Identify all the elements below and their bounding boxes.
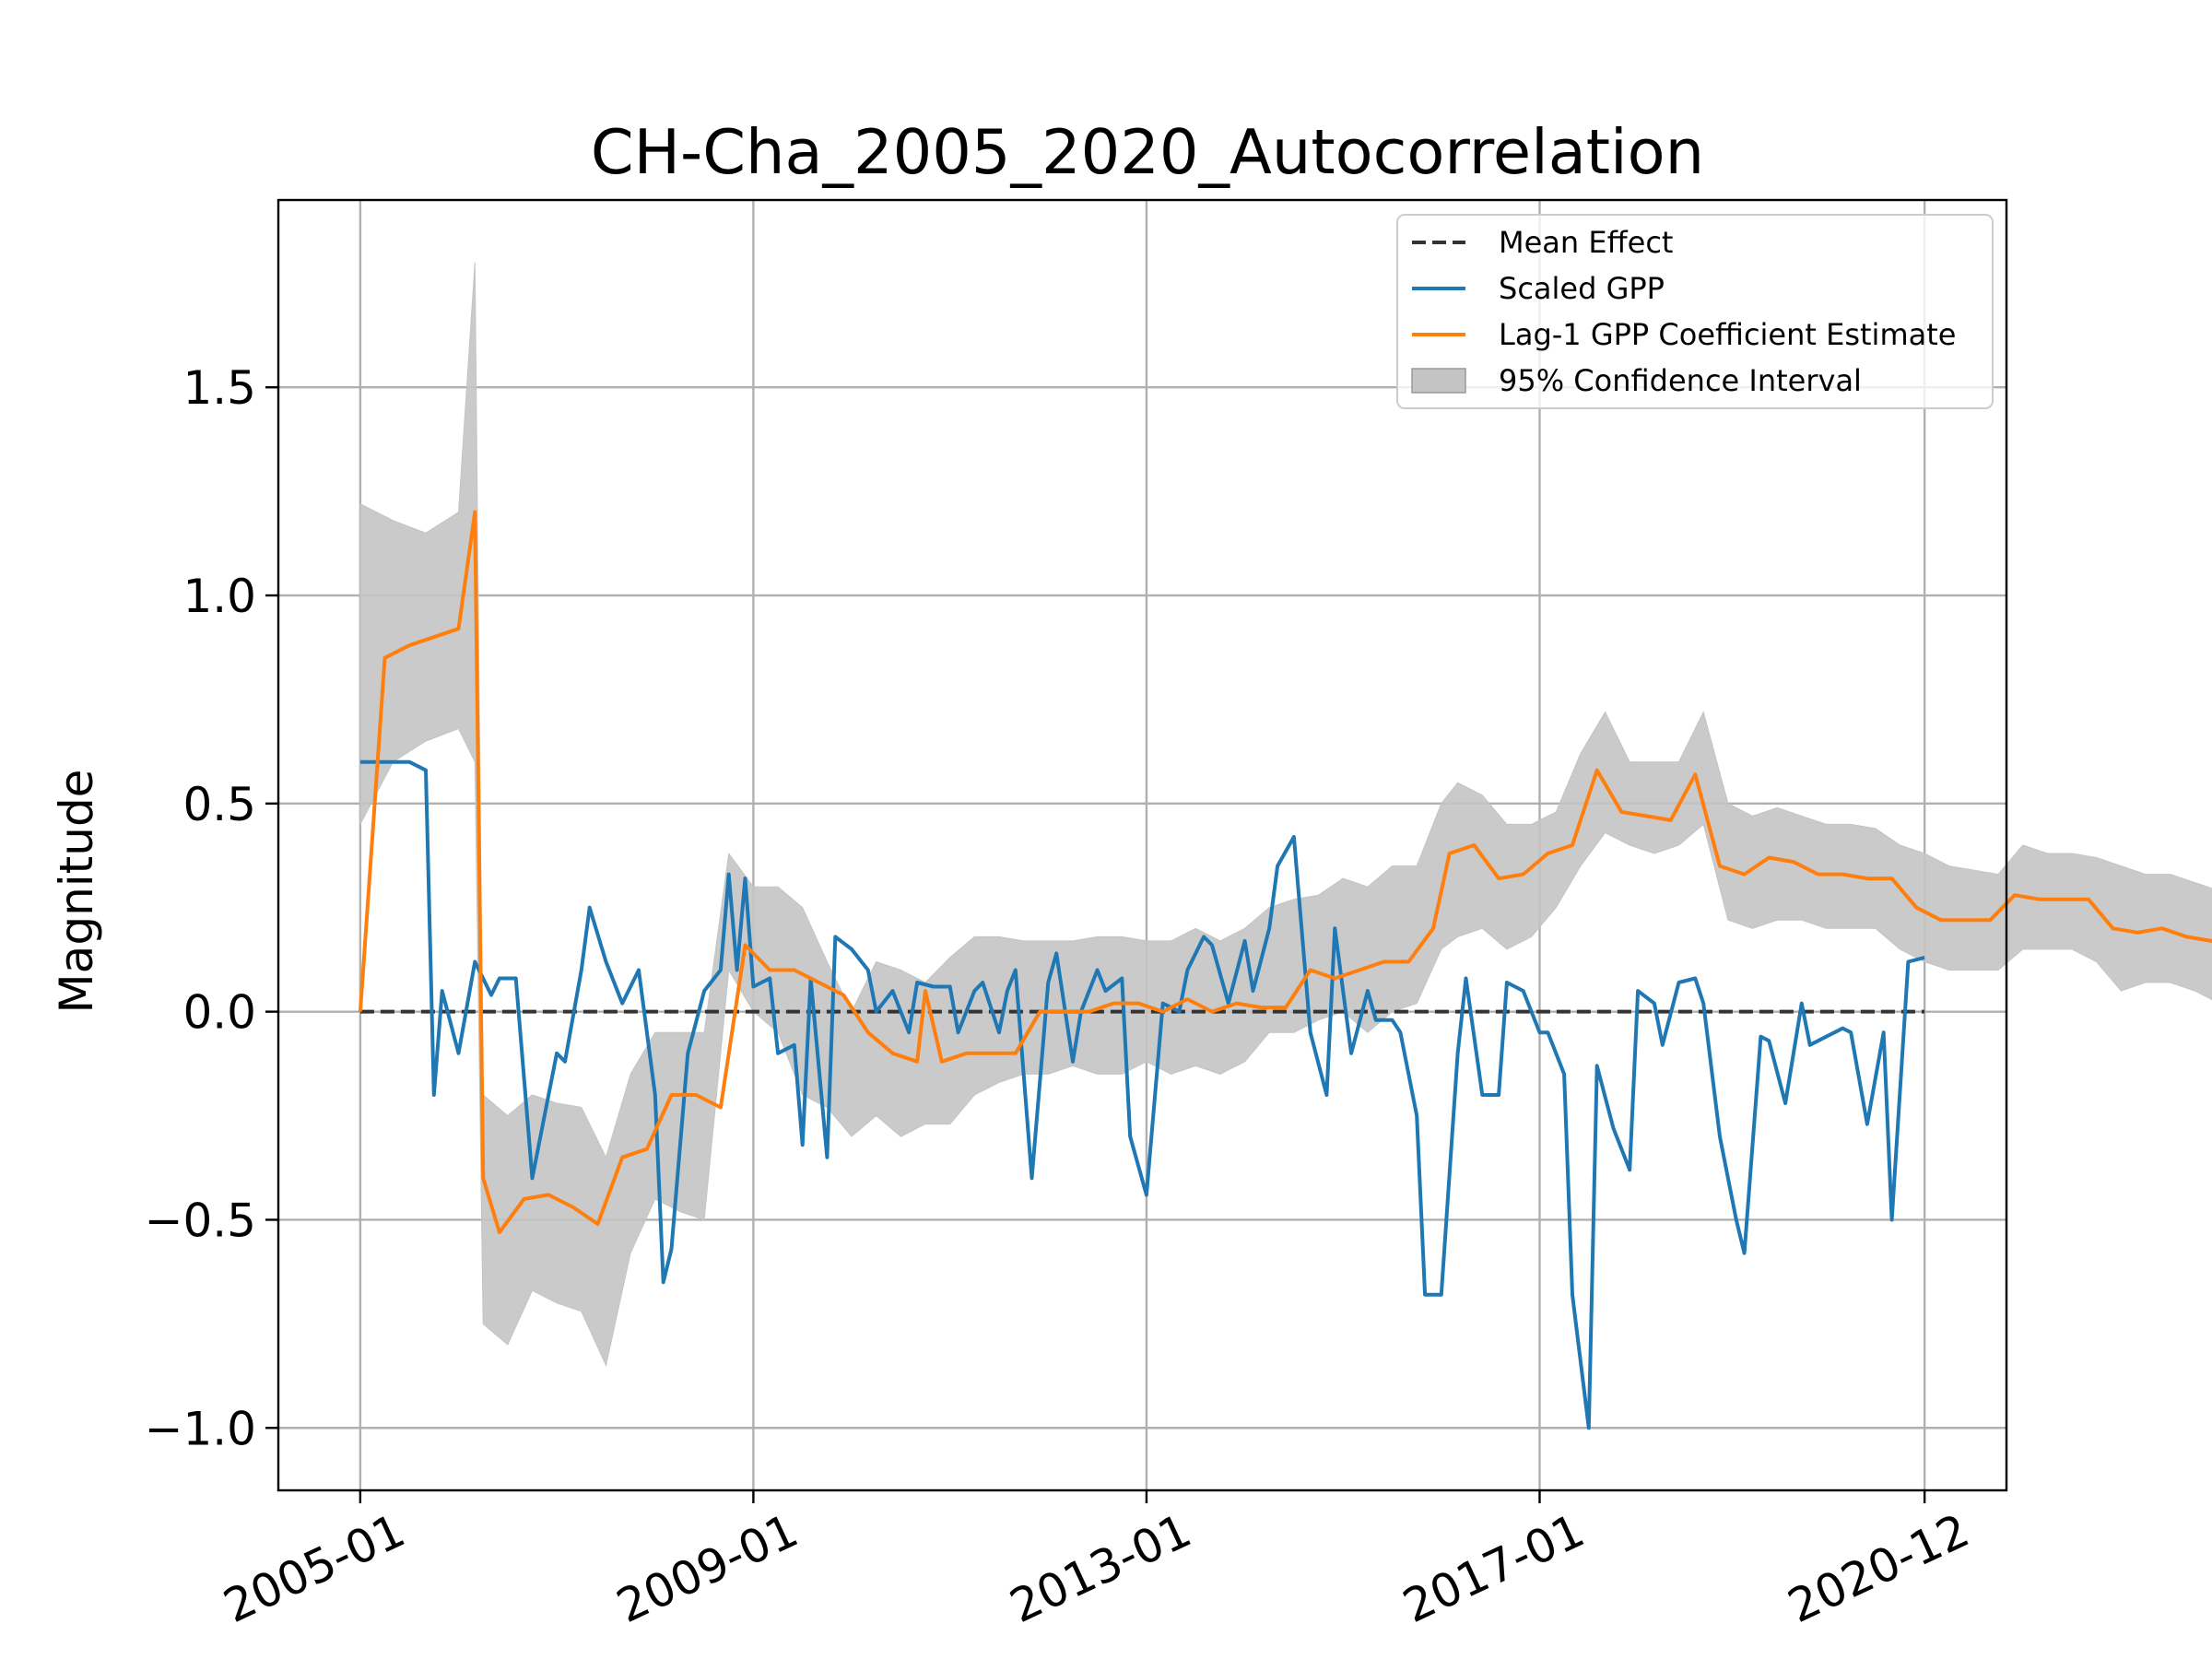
y-tick-label: 0.0 xyxy=(182,986,256,1040)
coefficient-line xyxy=(358,510,2212,1234)
plot-frame xyxy=(276,198,2008,1492)
y-tick-label: 1.5 xyxy=(182,361,256,415)
legend: Mean Effect Scaled GPP Lag-1 GPP Coeffic… xyxy=(1396,214,1994,409)
confidence-interval-area xyxy=(359,262,2212,1368)
legend-label-mean-effect: Mean Effect xyxy=(1499,225,1673,260)
y-tick-label: −1.0 xyxy=(145,1402,256,1455)
legend-swatch-confidence-interval xyxy=(1411,368,1466,394)
confidence-interval-band xyxy=(359,262,2212,1368)
legend-box xyxy=(1396,214,1994,409)
coefficient-series xyxy=(358,510,2212,1234)
legend-label-coefficient: Lag-1 GPP Coefficient Estimate xyxy=(1499,317,1956,352)
y-tick-label: 1.0 xyxy=(182,570,256,623)
legend-label-confidence-interval: 95% Confidence Interval xyxy=(1499,363,1862,398)
y-axis-ticks: 1.5 1.0 0.5 0.0 −0.5 −1.0 xyxy=(145,361,278,1455)
scaled-gpp-line xyxy=(359,759,1925,1430)
y-tick-label: −0.5 xyxy=(145,1194,256,1247)
scaled-gpp-series xyxy=(359,759,1925,1430)
y-tick-label: 0.5 xyxy=(182,778,256,831)
legend-label-scaled-gpp: Scaled GPP xyxy=(1499,271,1665,306)
y-axis-label: Magnitude xyxy=(50,770,103,1014)
chart-title: CH-Cha_2005_2020_Autocorrelation xyxy=(591,116,1704,188)
